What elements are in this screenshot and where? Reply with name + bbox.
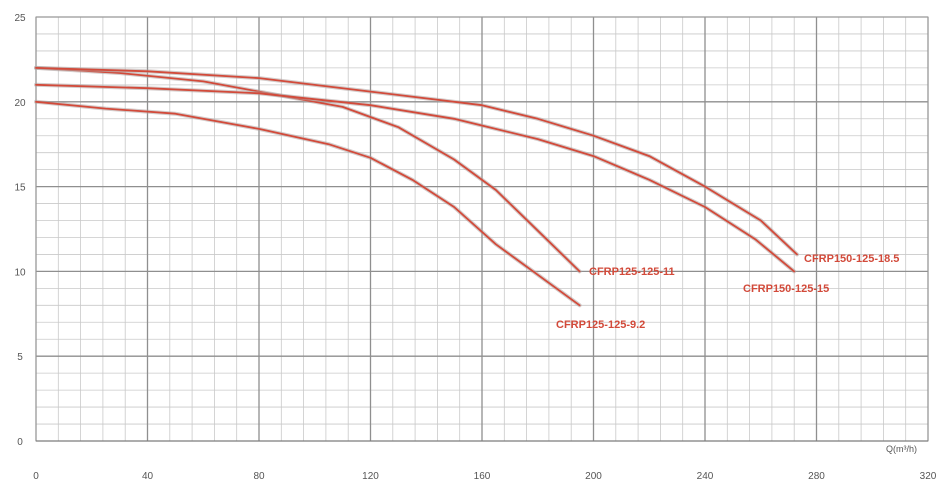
y-tick-label: 0 — [17, 437, 23, 448]
x-tick-label: 320 — [920, 471, 937, 482]
y-tick-label: 15 — [14, 183, 26, 194]
series-label-cfrp150-125-15: CFRP150-125-15 — [743, 283, 829, 295]
y-axis-tick-labels: 0 5 10 15 20 25 — [14, 13, 26, 448]
series-label-cfrp125-125-9-2: CFRP125-125-9.2 — [556, 319, 645, 331]
x-tick-label: 240 — [697, 471, 714, 482]
y-tick-label: 25 — [14, 13, 26, 24]
x-axis-unit-label: Q(m³/h) — [886, 444, 917, 454]
series-label-cfrp150-125-18-5: CFRP150-125-18.5 — [804, 253, 899, 265]
x-tick-label: 280 — [808, 471, 825, 482]
x-tick-label: 120 — [362, 471, 379, 482]
x-tick-label: 40 — [142, 471, 154, 482]
series-lines — [34, 65, 799, 308]
series-line-3 — [35, 67, 798, 256]
series-line-0 — [35, 100, 581, 307]
x-tick-label: 200 — [585, 471, 602, 482]
y-tick-label: 20 — [14, 98, 26, 109]
x-tick-label: 160 — [474, 471, 491, 482]
series-label-cfrp125-125-11: CFRP125-125-11 — [589, 266, 675, 278]
x-tick-label: 0 — [33, 471, 39, 482]
series-line-1 — [35, 67, 581, 273]
y-tick-label: 10 — [14, 267, 26, 278]
x-axis-tick-labels: 0 40 80 120 160 200 240 280 320 — [33, 471, 937, 482]
x-tick-label: 80 — [253, 471, 265, 482]
y-tick-label: 5 — [17, 352, 23, 363]
series-line-2 — [35, 83, 796, 273]
